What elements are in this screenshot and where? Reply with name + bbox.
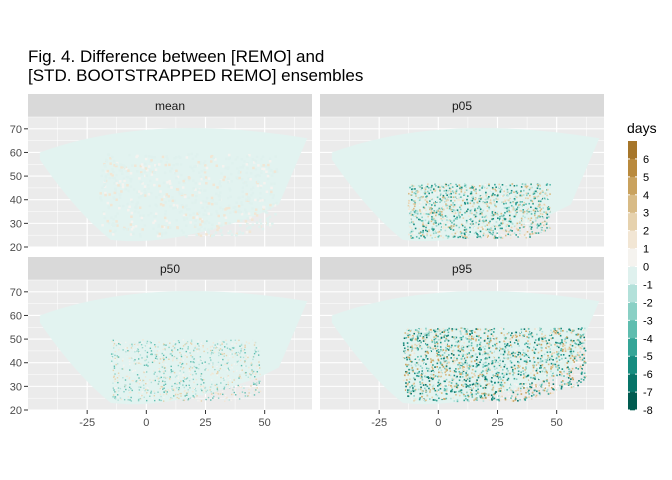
legend-swatch (628, 392, 637, 411)
legend-label: 0 (643, 262, 649, 274)
legend-swatch (628, 194, 637, 214)
legend-title: days (627, 120, 657, 136)
legend-label: 3 (643, 208, 649, 220)
y-axis-bottom: 20 30 40 50 60 70 (10, 287, 28, 417)
title-line-2: [STD. BOOTSTRAPPED REMO] ensembles (28, 66, 364, 85)
legend-swatch (628, 158, 637, 178)
y-tick-label: 70 (10, 124, 22, 136)
x-tick-label: -25 (371, 417, 387, 429)
legend-label: -6 (643, 369, 653, 381)
y-tick-label: 40 (10, 358, 22, 370)
y-tick-label: 30 (10, 381, 22, 393)
legend-swatch (628, 320, 637, 339)
legend-colorbar (628, 141, 637, 411)
x-tick-label: 50 (551, 417, 563, 429)
y-tick-label: 50 (10, 171, 22, 183)
legend-swatch (628, 302, 637, 321)
legend-label: -5 (643, 351, 653, 363)
facet-strip-label: p50 (160, 262, 180, 276)
heatmap-cells (402, 327, 587, 403)
legend-label: 4 (643, 190, 649, 202)
legend-label: -4 (643, 333, 653, 345)
legend-label: -1 (643, 279, 653, 291)
facet-strip-label: mean (155, 99, 185, 113)
legend-label: -8 (643, 405, 653, 417)
y-tick-label: 50 (10, 334, 22, 346)
y-tick-label: 20 (10, 405, 22, 417)
facet-panel-p05: p05 (320, 94, 604, 248)
x-tick-label: 0 (143, 417, 149, 429)
legend-swatch (628, 248, 637, 267)
title-line-1: Fig. 4. Difference between [REMO] and (28, 47, 325, 66)
x-axis-left: -25 0 25 50 (79, 410, 271, 429)
heatmap-cells (99, 152, 279, 238)
heatmap-cells (407, 183, 552, 240)
y-axis-top: 20 30 40 50 60 70 (10, 124, 28, 254)
x-tick-label: 25 (491, 417, 503, 429)
legend-label: -3 (643, 315, 653, 327)
facet-strip-label: p05 (452, 99, 472, 113)
facet-strip (28, 94, 312, 117)
x-tick-label: 25 (199, 417, 211, 429)
domain-field (39, 291, 308, 405)
legend-label: 1 (643, 244, 649, 256)
legend-swatch (628, 356, 637, 375)
legend: days 6 5 4 3 2 1 0 -1 -2 -3 -4 -5 -6 -7 -8 (627, 120, 657, 417)
y-tick-label: 70 (10, 287, 22, 299)
legend-swatch (628, 374, 637, 393)
legend-label: -7 (643, 387, 653, 399)
y-tick-label: 60 (10, 310, 22, 322)
facet-strip-label: p95 (452, 262, 472, 276)
legend-label: -2 (643, 297, 653, 309)
x-tick-label: -25 (79, 417, 95, 429)
legend-label: 5 (643, 172, 649, 184)
y-tick-label: 40 (10, 195, 22, 207)
facet-panel-p50: p50 (28, 257, 312, 411)
x-tick-label: 0 (435, 417, 441, 429)
facet-panel-mean: mean (28, 94, 312, 248)
legend-label: 6 (643, 154, 649, 166)
legend-labels: 6 5 4 3 2 1 0 -1 -2 -3 -4 -5 -6 -7 -8 (643, 154, 653, 417)
facet-panels: mean p05 p50 p95 (28, 94, 604, 411)
facet-strip (28, 257, 312, 280)
facet-strip (320, 257, 604, 280)
legend-swatch (628, 284, 637, 303)
y-tick-label: 20 (10, 242, 22, 254)
facet-strip (320, 94, 604, 117)
y-tick-label: 30 (10, 218, 22, 230)
legend-swatch (628, 176, 637, 196)
legend-swatch (628, 230, 637, 249)
legend-swatch (628, 141, 637, 160)
facet-panel-p95: p95 (320, 257, 604, 411)
legend-swatch (628, 212, 637, 231)
legend-swatch (628, 338, 637, 357)
heatmap-cells (110, 339, 262, 402)
x-axis-right: -25 0 25 50 (371, 410, 563, 429)
y-tick-label: 60 (10, 147, 22, 159)
legend-label: 2 (643, 226, 649, 238)
domain-field (331, 291, 600, 405)
x-tick-label: 50 (259, 417, 271, 429)
legend-swatch (628, 266, 637, 285)
